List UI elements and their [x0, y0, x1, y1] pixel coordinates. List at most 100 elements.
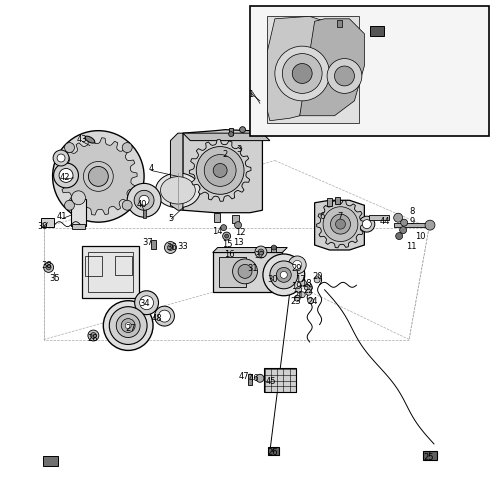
Text: 6: 6: [320, 212, 325, 220]
Bar: [370, 215, 389, 220]
Bar: [88, 252, 133, 292]
Text: 30: 30: [267, 276, 278, 284]
Bar: [229, 128, 233, 135]
Text: 2: 2: [222, 150, 228, 159]
Text: 8: 8: [409, 206, 414, 216]
Circle shape: [400, 219, 407, 226]
Bar: [42, 456, 58, 466]
Bar: [150, 240, 156, 248]
Ellipse shape: [160, 176, 196, 204]
Circle shape: [232, 259, 258, 284]
Circle shape: [88, 330, 99, 341]
Text: 3: 3: [236, 144, 242, 154]
Text: 34: 34: [140, 299, 150, 308]
Bar: [264, 368, 296, 392]
Polygon shape: [190, 140, 251, 202]
Bar: [268, 448, 280, 456]
Circle shape: [134, 190, 154, 210]
Circle shape: [276, 268, 291, 282]
Circle shape: [323, 206, 358, 242]
Text: 38: 38: [42, 262, 52, 270]
Circle shape: [64, 200, 74, 210]
Circle shape: [275, 46, 330, 101]
Text: 9: 9: [410, 216, 414, 226]
Circle shape: [134, 291, 158, 314]
Text: 45: 45: [266, 377, 276, 386]
Circle shape: [196, 146, 244, 194]
Circle shape: [59, 168, 73, 182]
Circle shape: [84, 162, 114, 192]
Polygon shape: [314, 200, 364, 250]
Text: 40: 40: [136, 200, 147, 209]
Text: 23: 23: [290, 296, 300, 306]
Circle shape: [296, 287, 302, 293]
Circle shape: [222, 232, 230, 240]
Text: 4: 4: [148, 164, 154, 173]
Circle shape: [52, 130, 144, 222]
Bar: [84, 256, 102, 276]
Circle shape: [204, 154, 236, 186]
Circle shape: [90, 332, 96, 338]
Circle shape: [104, 300, 153, 350]
Circle shape: [234, 222, 242, 228]
Bar: [71, 199, 86, 226]
Text: 42: 42: [60, 174, 70, 182]
Bar: [214, 212, 220, 222]
Bar: [394, 223, 429, 227]
Circle shape: [400, 226, 406, 234]
Bar: [114, 256, 132, 276]
Circle shape: [330, 214, 350, 234]
Circle shape: [46, 265, 51, 270]
Bar: [142, 208, 146, 218]
Bar: [41, 218, 54, 227]
Polygon shape: [212, 252, 282, 292]
Polygon shape: [60, 138, 137, 215]
Circle shape: [256, 374, 264, 382]
Circle shape: [125, 322, 131, 328]
Circle shape: [208, 158, 233, 183]
Text: 26: 26: [267, 448, 278, 458]
Circle shape: [263, 254, 304, 296]
Circle shape: [64, 142, 74, 152]
Ellipse shape: [156, 173, 200, 208]
Text: 19: 19: [292, 282, 302, 291]
Text: 20: 20: [312, 272, 323, 281]
Circle shape: [396, 232, 402, 239]
Circle shape: [280, 272, 287, 278]
Circle shape: [158, 310, 170, 322]
Circle shape: [288, 256, 306, 274]
Circle shape: [224, 234, 228, 238]
Text: 41: 41: [57, 212, 68, 221]
Circle shape: [359, 216, 375, 232]
Circle shape: [332, 215, 349, 233]
Circle shape: [54, 163, 78, 188]
Circle shape: [72, 191, 86, 205]
Text: 21: 21: [293, 291, 304, 300]
Circle shape: [122, 142, 132, 152]
Text: 10: 10: [415, 232, 426, 241]
Bar: [82, 246, 140, 298]
Circle shape: [334, 66, 354, 86]
Polygon shape: [300, 19, 364, 116]
Bar: [248, 374, 252, 384]
Circle shape: [154, 306, 174, 326]
Circle shape: [294, 295, 300, 301]
Text: 36: 36: [166, 242, 177, 252]
Ellipse shape: [85, 136, 95, 143]
Text: 22: 22: [303, 286, 314, 296]
Circle shape: [116, 314, 140, 338]
Text: 5: 5: [169, 214, 174, 223]
Polygon shape: [316, 200, 364, 248]
Text: 44: 44: [380, 217, 390, 226]
Text: 29: 29: [291, 264, 302, 274]
Bar: [370, 26, 384, 36]
Circle shape: [362, 220, 372, 228]
Text: 27: 27: [126, 324, 136, 333]
Circle shape: [304, 284, 310, 290]
Circle shape: [44, 262, 54, 272]
Text: 25: 25: [424, 454, 434, 462]
Circle shape: [121, 318, 135, 332]
Circle shape: [314, 277, 320, 283]
Circle shape: [110, 306, 147, 344]
Circle shape: [220, 224, 226, 230]
